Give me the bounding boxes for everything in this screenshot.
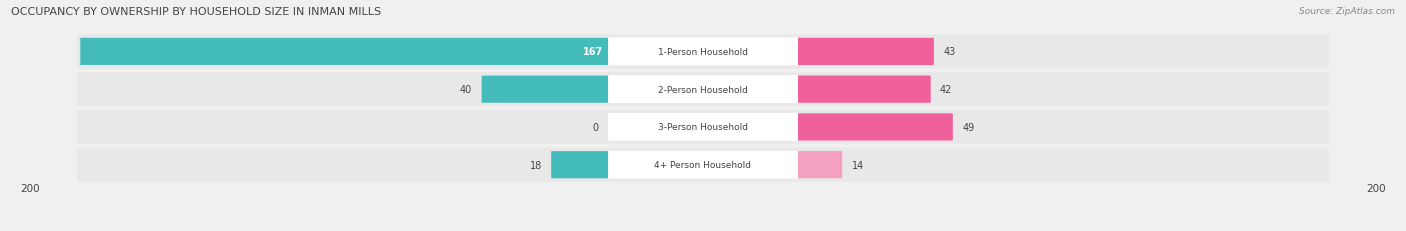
Text: 49: 49 xyxy=(962,122,974,132)
FancyBboxPatch shape xyxy=(80,39,609,66)
FancyBboxPatch shape xyxy=(77,148,1329,182)
Text: 43: 43 xyxy=(943,47,956,57)
FancyBboxPatch shape xyxy=(607,151,799,179)
Text: 0: 0 xyxy=(592,122,599,132)
Text: 18: 18 xyxy=(530,160,541,170)
Text: 40: 40 xyxy=(460,85,472,95)
Text: 14: 14 xyxy=(852,160,863,170)
Text: Source: ZipAtlas.com: Source: ZipAtlas.com xyxy=(1299,7,1395,16)
FancyBboxPatch shape xyxy=(77,73,1329,107)
Text: 167: 167 xyxy=(583,47,603,57)
Text: OCCUPANCY BY OWNERSHIP BY HOUSEHOLD SIZE IN INMAN MILLS: OCCUPANCY BY OWNERSHIP BY HOUSEHOLD SIZE… xyxy=(11,7,381,17)
FancyBboxPatch shape xyxy=(77,110,1329,144)
FancyBboxPatch shape xyxy=(797,114,953,141)
FancyBboxPatch shape xyxy=(797,76,931,103)
Text: 200: 200 xyxy=(20,183,39,193)
Text: 3-Person Household: 3-Person Household xyxy=(658,123,748,132)
Text: 200: 200 xyxy=(1367,183,1386,193)
Text: 2-Person Household: 2-Person Household xyxy=(658,85,748,94)
Text: 42: 42 xyxy=(941,85,952,95)
FancyBboxPatch shape xyxy=(607,38,799,66)
FancyBboxPatch shape xyxy=(797,152,842,179)
FancyBboxPatch shape xyxy=(482,76,609,103)
FancyBboxPatch shape xyxy=(77,35,1329,69)
FancyBboxPatch shape xyxy=(551,152,609,179)
FancyBboxPatch shape xyxy=(797,39,934,66)
FancyBboxPatch shape xyxy=(607,113,799,141)
Text: 4+ Person Household: 4+ Person Household xyxy=(655,161,751,170)
Text: 1-Person Household: 1-Person Household xyxy=(658,48,748,57)
FancyBboxPatch shape xyxy=(607,76,799,104)
